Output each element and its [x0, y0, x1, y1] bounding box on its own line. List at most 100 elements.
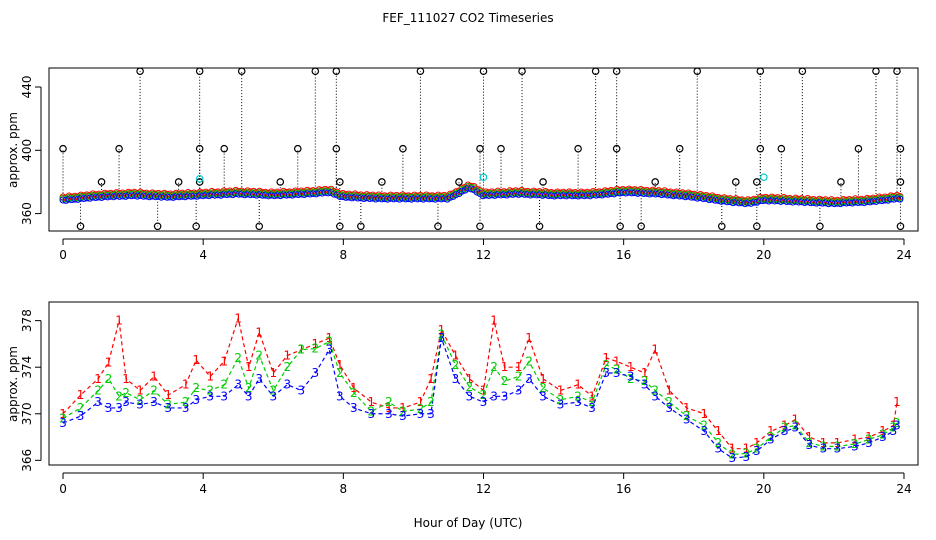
bottom-series-1-line	[62, 315, 898, 450]
top-x-tick-label: 4	[199, 248, 207, 262]
bottom-series-3-marker: 3	[574, 395, 582, 409]
bottom-series-3-marker: 3	[122, 395, 130, 409]
bottom-series-2-marker: 2	[336, 366, 344, 380]
top-points	[59, 67, 905, 231]
bottom-series-lines	[62, 315, 898, 459]
bottom-series-1-marker: 1	[781, 418, 789, 432]
bottom-series-1-marker: 1	[665, 383, 673, 397]
bottom-series-2-marker: 2	[588, 395, 596, 409]
top-y-tick-label: 360	[20, 202, 34, 225]
bottom-series-1-marker: 1	[627, 360, 635, 374]
bottom-series-2-marker: 2	[77, 401, 85, 415]
top-spike-mid-marker	[497, 144, 505, 153]
top-spike-high-marker	[332, 67, 341, 75]
top-y-axis: 360 400 440	[20, 76, 42, 225]
bottom-series-3-marker: 3	[753, 444, 761, 458]
bottom-series-2-marker: 2	[452, 358, 460, 372]
top-spike-mid-marker	[220, 144, 229, 153]
top-x-tick-label: 12	[476, 248, 491, 262]
bottom-series-2-marker: 2	[206, 383, 214, 397]
bottom-series-2-marker: 2	[865, 432, 873, 446]
bottom-series-1-marker: 1	[385, 401, 393, 415]
bottom-series-2-marker: 2	[220, 378, 228, 392]
bottom-series-1-marker: 1	[515, 360, 523, 374]
top-spike-mid-marker	[612, 144, 621, 153]
bottom-series-2-marker: 2	[792, 418, 800, 432]
top-spike-mid-marker	[476, 144, 484, 153]
bottom-series-1-marker: 1	[728, 442, 736, 456]
bottom-series-2-marker: 2	[399, 404, 407, 418]
bottom-series-1-marker: 1	[893, 395, 901, 409]
bottom-series-1-marker: 1	[851, 432, 859, 446]
top-spike-high-marker	[798, 67, 807, 75]
top-panel: 0 4 8 12 16 20 24 360 400 440 approx. ppm	[6, 67, 919, 262]
bottom-series-1-marker: 1	[399, 401, 407, 415]
bottom-series-1-marker: 1	[879, 424, 887, 438]
top-spike-mid-marker	[675, 144, 684, 153]
top-spike-high-marker	[756, 67, 765, 75]
bottom-series-1-marker: 1	[588, 389, 596, 403]
bottom-series-2-marker: 2	[164, 397, 172, 411]
bottom-series-3-marker: 3	[893, 418, 901, 432]
bottom-series-2-marker: 2	[651, 383, 659, 397]
top-spike-mid-marker	[332, 144, 341, 153]
top-spike-low-marker	[434, 222, 442, 231]
bottom-y-tick-label: 374	[20, 356, 34, 379]
bottom-series-1-marker: 1	[890, 418, 898, 432]
top-spike-high-marker	[311, 67, 320, 75]
bottom-series-2-marker: 2	[59, 411, 67, 425]
bottom-series-2-marker: 2	[115, 389, 123, 403]
bottom-series-3-marker: 3	[297, 383, 305, 397]
bottom-series-3-marker: 3	[192, 393, 200, 407]
bottom-series-1-marker: 1	[115, 314, 123, 328]
top-y-label: approx. ppm	[6, 112, 20, 188]
bottom-series-3-marker: 3	[94, 395, 102, 409]
bottom-series-3-marker: 3	[182, 401, 190, 415]
bottom-series-2-marker: 2	[557, 393, 565, 407]
bottom-series-1-marker: 1	[283, 349, 291, 363]
top-cyan-point	[195, 174, 204, 183]
bottom-series-1-marker: 1	[438, 323, 446, 337]
bottom-series-3-marker: 3	[234, 378, 242, 392]
bottom-series-3-marker: 3	[255, 372, 263, 386]
bottom-series-1-marker: 1	[427, 372, 435, 386]
bottom-series-3-marker: 3	[627, 370, 635, 384]
top-spike-mid-marker	[399, 144, 407, 153]
bottom-series-3-marker: 3	[728, 451, 736, 465]
bottom-series-1-marker: 1	[501, 360, 509, 374]
bottom-series-2-line	[62, 332, 898, 456]
top-spike-low-marker	[357, 222, 365, 231]
top-point-series3	[896, 195, 904, 203]
bottom-series-3-marker: 3	[368, 407, 376, 421]
bottom-x-tick-label: 0	[59, 482, 67, 496]
bottom-series-1-marker: 1	[417, 395, 425, 409]
top-spike-high-marker	[479, 67, 488, 75]
bottom-series-1-marker: 1	[820, 436, 828, 450]
bottom-series-1-marker: 1	[182, 378, 190, 392]
bottom-series-3-marker: 3	[588, 401, 596, 415]
bottom-series-3-marker: 3	[105, 401, 113, 415]
bottom-series-3-marker: 3	[714, 442, 722, 456]
bottom-series-2-marker: 2	[427, 395, 435, 409]
top-spike-high-marker	[195, 67, 204, 75]
bottom-series-1-marker: 1	[269, 366, 277, 380]
bottom-series-3-marker: 3	[651, 389, 659, 403]
bottom-series-2-marker: 2	[641, 374, 649, 388]
chart-title: FEF_111027 CO2 Timeseries	[382, 11, 553, 25]
bottom-series-3-marker: 3	[438, 331, 446, 345]
top-spike-high-marker	[893, 67, 901, 75]
top-spike-low-marker	[153, 222, 162, 231]
top-spike-mid-marker	[896, 144, 905, 153]
bottom-series-2-marker: 2	[136, 393, 144, 407]
top-cyan-point	[760, 173, 768, 181]
bottom-series-2-marker: 2	[385, 395, 393, 409]
bottom-plot-frame	[48, 301, 919, 466]
bottom-series-2-marker: 2	[728, 448, 736, 462]
bottom-series-3-marker: 3	[385, 407, 393, 421]
bottom-series-1-marker: 1	[613, 354, 621, 368]
bottom-series-1-marker: 1	[206, 370, 214, 384]
bottom-series-1-marker: 1	[490, 314, 498, 328]
bottom-series-3-marker: 3	[683, 413, 691, 427]
